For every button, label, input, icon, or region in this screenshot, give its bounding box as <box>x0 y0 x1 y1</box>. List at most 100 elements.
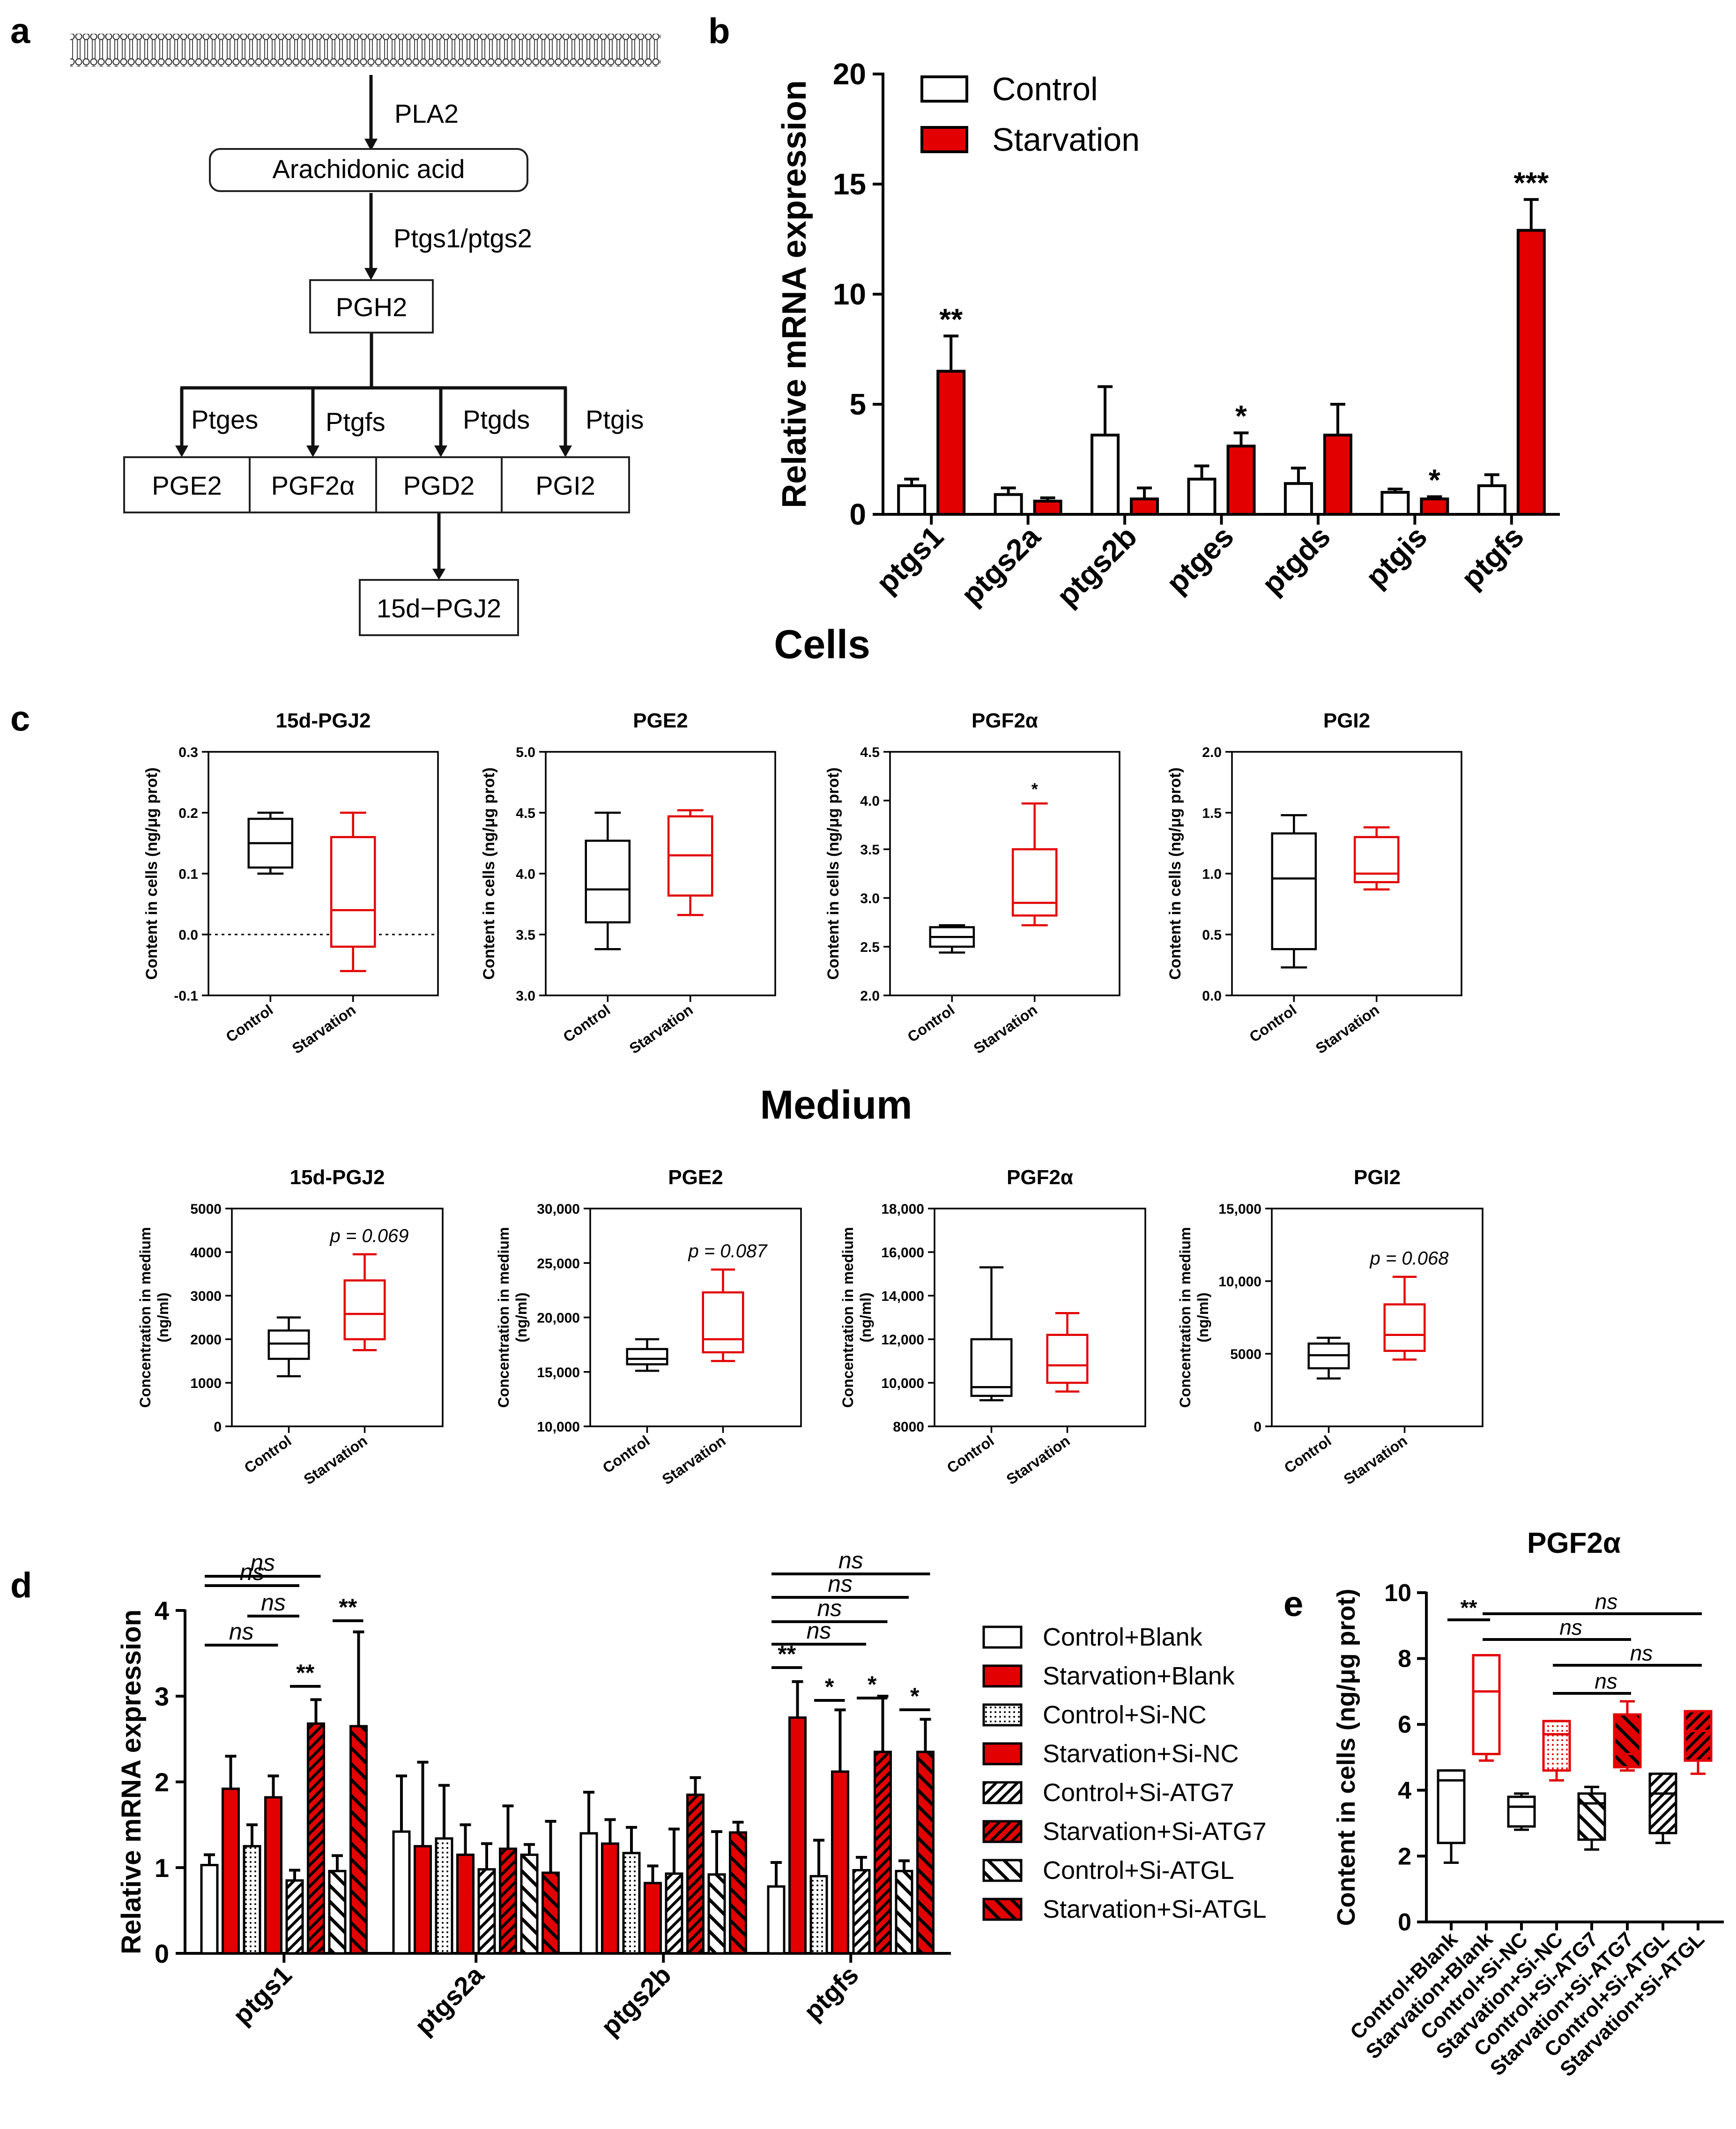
section-title-cells: Cells <box>774 622 870 667</box>
y-tick-label: 3000 <box>190 1289 222 1304</box>
bar-starvation <box>1323 433 1352 516</box>
enzyme-pla2: PLA2 <box>394 99 459 128</box>
y-tick-label: 20 <box>833 57 866 91</box>
legend-label-starvation: Starvation <box>992 121 1140 158</box>
bar-starvation-si-atg7 <box>307 1722 325 1955</box>
x-tick-label: Control <box>223 1001 276 1046</box>
comparison-label: ** <box>778 1641 796 1667</box>
y-tick-label: 0 <box>155 1939 169 1968</box>
bar-starvation <box>1516 229 1546 516</box>
y-axis-title-line1: Concentration in medium <box>839 1227 856 1408</box>
bar-starvation <box>1033 499 1062 516</box>
significance-mark: *** <box>1513 166 1549 200</box>
comparison-label: ns <box>817 1595 842 1621</box>
y-tick-label: 14,000 <box>881 1289 924 1304</box>
chart-title: PGI2 <box>1323 709 1370 732</box>
comparison-label: ns <box>828 1571 853 1597</box>
y-tick-label: -0.1 <box>174 988 198 1004</box>
y-axis-title: Relative mRNA expression <box>776 80 813 508</box>
x-tick-label: ptgfs <box>798 1960 864 2026</box>
box-starvation <box>343 1279 386 1341</box>
y-tick-label: 4 <box>1398 1777 1411 1804</box>
x-tick-label: Starvation <box>1003 1432 1073 1488</box>
x-tick-label: Control <box>600 1432 653 1476</box>
bar-control-si-atgl <box>895 1869 913 1955</box>
y-tick-label: 3 <box>155 1682 169 1711</box>
x-tick-label: ptgis <box>1359 519 1433 594</box>
bar-starvation-si-nc <box>264 1796 282 1955</box>
y-axis-title: Content in cells (ng/μg prot) <box>143 767 161 979</box>
y-tick-label: 0 <box>214 1419 222 1435</box>
y-tick-label: 3.5 <box>860 842 880 858</box>
plot-frame <box>1231 751 1462 996</box>
bar-control-si-nc <box>435 1837 453 1955</box>
bar-control <box>1283 482 1313 516</box>
significance-mark: * <box>1235 399 1247 433</box>
bar-control <box>1380 491 1410 516</box>
y-tick-label: 4000 <box>190 1245 222 1261</box>
arrowhead-pgj2 <box>432 569 445 580</box>
plot-frame <box>231 1208 444 1427</box>
x-tick-label: Control <box>944 1432 997 1476</box>
comparison-label: * <box>868 1671 877 1698</box>
comparison-label: ns <box>240 1559 265 1585</box>
y-tick-label: 15,000 <box>537 1365 580 1380</box>
node-15d-pgj2 <box>359 579 519 636</box>
legend-label-control: Control <box>992 71 1098 107</box>
y-tick-label: 15,000 <box>1218 1202 1261 1217</box>
y-tick-label: 2 <box>155 1767 169 1797</box>
bar-starvation-si-atgl <box>349 1725 368 1955</box>
node-arachidonic-acid-label: Arachidonic acid <box>273 154 465 184</box>
panel-label-c: c <box>10 699 30 739</box>
chart-e-pgf2a-content: PGF2α 0 2 4 6 8 10 Content in cells (ng/μg prot… <box>1332 1527 1724 2081</box>
y-tick-label: 4.5 <box>516 806 535 821</box>
y-tick-label: 3.0 <box>516 988 535 1004</box>
bar-control-si-nc <box>243 1845 261 1955</box>
bar-control-si-atgl <box>707 1873 726 1955</box>
y-axis-title: Content in cells (ng/μg prot) <box>1166 767 1184 979</box>
y-tick-label: 5000 <box>190 1202 222 1217</box>
y-tick-label: 5.0 <box>516 745 535 760</box>
y-axis-title-line2: (ng/ml) <box>1194 1292 1211 1343</box>
chart-cells-pgi2: PGI2 0.0 0.5 1.0 1.5 2.0 Content in cells (ng/… <box>1166 709 1462 1057</box>
chart-title: 15d-PGJ2 <box>276 709 371 732</box>
bar-starvation <box>1130 497 1159 516</box>
arrowhead-pla2 <box>364 139 378 151</box>
y-tick-label: 5000 <box>1230 1347 1261 1362</box>
x-tick-label: ptgs1 <box>227 1960 297 2030</box>
box-control <box>585 839 631 924</box>
y-tick-label: 4.5 <box>860 745 880 760</box>
y-tick-label: 2 <box>1398 1843 1411 1870</box>
enzyme-ptgfs: Ptgfs <box>326 407 386 437</box>
comparison-label: ** <box>1461 1595 1477 1620</box>
comparison-label: ns <box>1595 1589 1618 1614</box>
arrowhead-ptgs <box>364 268 378 280</box>
legend-label: Control+Si-ATGL <box>1043 1856 1234 1884</box>
p-value-annotation: p = 0.087 <box>688 1241 768 1261</box>
chart-cells-pgf2a: PGF2α 2.0 2.5 3.0 3.5 4.0 4.5 Content in cells … <box>824 709 1120 1057</box>
bar-control <box>1187 477 1217 516</box>
pathway-diagram: PLA2 Arachidonic acid Ptgs1/ptgs2 PGH2 P… <box>70 34 660 636</box>
y-tick-label: 2.5 <box>860 940 880 955</box>
y-tick-label: 3.5 <box>516 927 535 943</box>
bar-control <box>897 484 927 516</box>
y-tick-label: 0.3 <box>178 745 198 760</box>
y-tick-label: 20,000 <box>537 1311 580 1326</box>
legend-label: Control+Si-NC <box>1043 1701 1207 1729</box>
x-tick-label: ptgfs <box>1454 519 1530 595</box>
y-tick-label: 1000 <box>190 1376 222 1391</box>
bar-control-si-atgl <box>328 1869 347 1955</box>
y-tick-label: 16,000 <box>881 1245 924 1261</box>
bar-starvation-si-atgl <box>916 1751 935 1955</box>
y-tick-label: 10 <box>833 277 866 311</box>
significance-mark: * <box>1031 779 1038 799</box>
y-axis-title-line1: Concentration in medium <box>495 1227 512 1408</box>
plot-frame <box>889 751 1120 996</box>
y-tick-label: 5 <box>849 387 866 421</box>
plot-frame <box>208 751 439 996</box>
box <box>1684 1710 1713 1762</box>
y-tick-label: 10,000 <box>537 1419 580 1435</box>
box-starvation <box>702 1291 744 1354</box>
panel-label-d: d <box>10 1565 32 1605</box>
